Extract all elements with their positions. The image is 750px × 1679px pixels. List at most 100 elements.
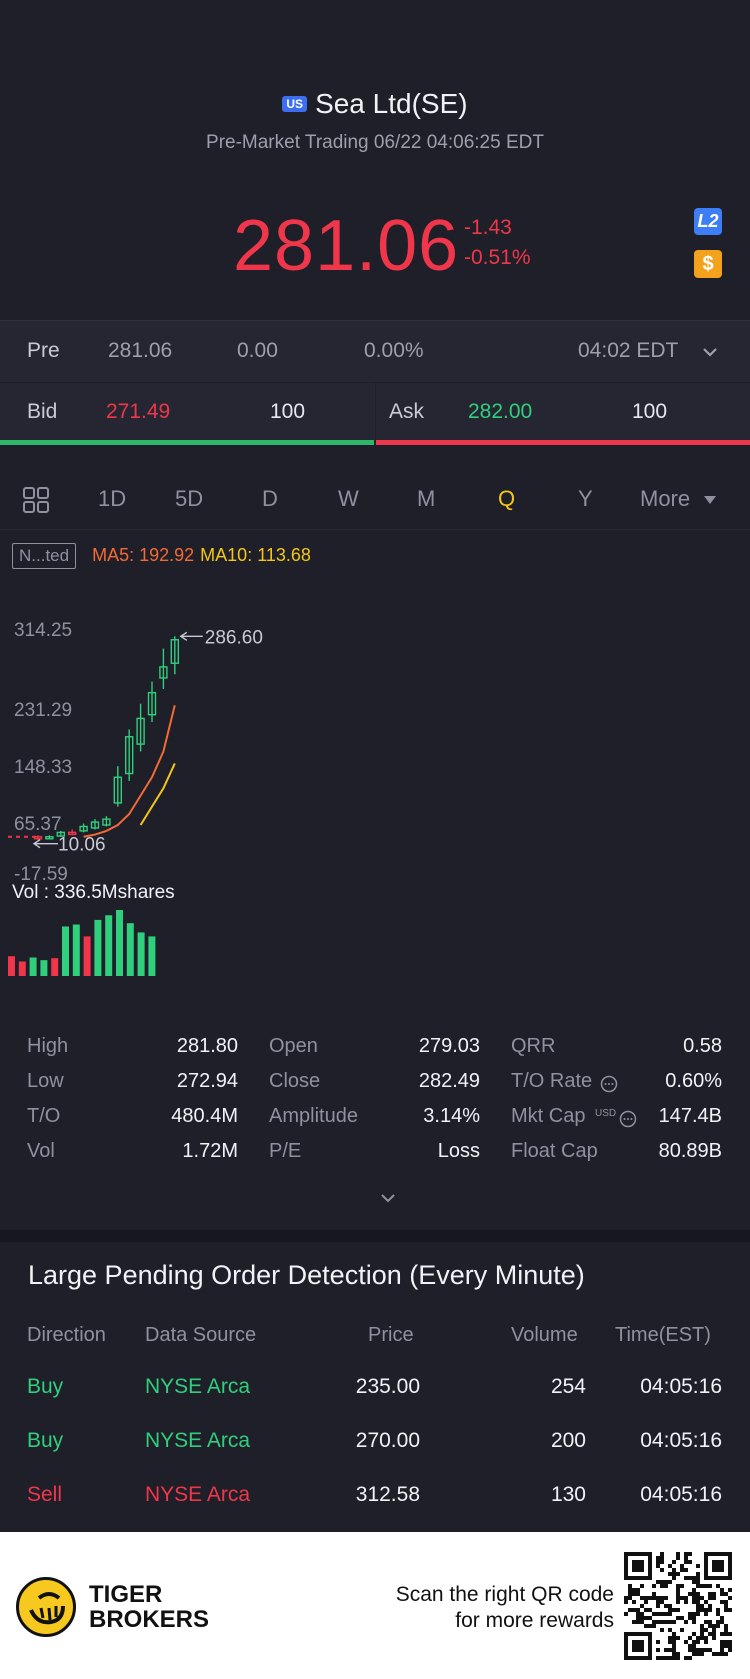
tab-q[interactable]: Q <box>498 486 516 511</box>
chevron-down-icon <box>703 348 717 357</box>
ask-label: Ask <box>389 400 425 423</box>
order-volume: 200 <box>550 1429 586 1452</box>
volume-bar <box>94 919 102 976</box>
col-time: Time(EST) <box>615 1324 711 1346</box>
market-badge: US <box>282 96 308 112</box>
stat-label: Amplitude <box>269 1105 358 1127</box>
tab-1d[interactable]: 1D <box>98 486 127 511</box>
candle-body <box>33 836 43 840</box>
tab-m[interactable]: M <box>417 486 436 511</box>
stat-label: Mkt Cap <box>511 1105 586 1127</box>
price-chart[interactable]: 314.25 231.29 148.33 65.37 -17.59 286.60 10.06… <box>0 590 750 980</box>
tab-y[interactable]: Y <box>578 486 593 511</box>
qr-code-icon[interactable] <box>624 1552 732 1660</box>
y-tick-label: 148.33 <box>14 757 72 778</box>
price-change: -1.43 <box>464 216 512 239</box>
order-price: 270.00 <box>355 1429 420 1452</box>
stat-label: Low <box>27 1070 64 1092</box>
info-icon[interactable] <box>619 1110 637 1128</box>
promo-line-1: Scan the right QR code <box>395 1583 614 1606</box>
stock-title: US Sea Ltd(SE) <box>0 88 750 120</box>
stat-label: Open <box>269 1035 318 1057</box>
stat-label: QRR <box>511 1035 556 1057</box>
candle-body <box>67 831 77 836</box>
order-volume: 254 <box>550 1375 586 1398</box>
tab-d[interactable]: D <box>262 486 278 511</box>
stat-label: Close <box>269 1070 321 1092</box>
stat-value: 1.72M <box>182 1140 238 1162</box>
stat-value: 281.80 <box>176 1035 238 1057</box>
candle-body <box>79 825 88 832</box>
volume-bar <box>72 924 80 976</box>
ma5-value: MA5: 192.92 <box>92 545 195 565</box>
stat-label: T/O <box>27 1105 61 1127</box>
indicator-row: N...ted MA5: 192.92 MA10: 113.68 <box>12 543 311 569</box>
ask-size: 100 <box>632 400 668 423</box>
order-data-source: NYSE Arca <box>145 1429 251 1452</box>
order-price: 312.58 <box>355 1483 420 1506</box>
large-order-section: Large Pending Order Detection (Every Min… <box>0 1242 750 1532</box>
stat-value: 0.58 <box>683 1035 722 1057</box>
order-price: 235.00 <box>355 1375 420 1398</box>
y-tick-label: 65.37 <box>14 814 62 835</box>
high-marker-arrow <box>179 631 188 641</box>
price-change-percent: -0.51% <box>464 246 531 269</box>
quote-header: US Sea Ltd(SE) Pre-Market Trading 06/22 0… <box>0 0 750 318</box>
pre-market-row[interactable]: Pre 281.06 0.00 0.00% 04:02 EDT <box>0 320 750 382</box>
indicator-chip[interactable]: N...ted <box>12 543 77 569</box>
dollar-icon[interactable]: $ <box>694 250 722 278</box>
ma10-value: MA10: 113.68 <box>200 545 311 565</box>
high-label: 286.60 <box>205 627 263 648</box>
volume-bar <box>51 958 59 976</box>
ask-strength-bar <box>376 440 750 445</box>
candle-body <box>124 736 134 775</box>
stat-value: 80.89B <box>658 1140 722 1162</box>
period-tabs: 1D 5D D W M Q Y More <box>0 466 750 530</box>
volume-bar <box>29 957 37 976</box>
tab-5d[interactable]: 5D <box>175 486 204 511</box>
bid-price: 271.49 <box>106 400 171 423</box>
stat-value: 282.49 <box>418 1070 480 1092</box>
bid-strength-bar <box>0 440 374 445</box>
section-title: Large Pending Order Detection (Every Min… <box>28 1260 585 1290</box>
caret-down-icon <box>704 496 716 504</box>
stat-label: High <box>27 1035 69 1057</box>
stat-value: Loss <box>437 1140 480 1162</box>
stat-value: 147.4B <box>658 1105 722 1127</box>
pre-change-percent: 0.00% <box>364 339 424 362</box>
layout-grid-icon[interactable] <box>22 486 50 514</box>
ma5-line <box>83 704 176 838</box>
last-price: 281.06 <box>233 206 460 286</box>
stat-label: Vol <box>27 1140 55 1162</box>
stat-label: Float Cap <box>511 1140 598 1162</box>
bid-size: 100 <box>270 400 306 423</box>
volume-bar <box>126 923 134 976</box>
candle-body <box>90 821 100 829</box>
candle-body <box>113 776 123 804</box>
col-volume: Volume <box>511 1324 578 1346</box>
pre-time: 04:02 EDT <box>578 339 679 362</box>
stat-value: 272.94 <box>176 1070 238 1092</box>
volume-bar <box>116 910 123 976</box>
bid-ask-divider <box>375 383 376 440</box>
volume-bar <box>18 961 26 976</box>
low-marker-arrow <box>32 839 41 849</box>
level2-icon[interactable]: L2 <box>694 208 722 235</box>
y-tick-label: 314.25 <box>14 620 72 641</box>
pre-change: 0.00 <box>237 339 278 362</box>
ask-price: 282.00 <box>468 400 533 423</box>
promo-footer: TIGER BROKERS Scan the right QR code for… <box>0 1532 750 1679</box>
info-icon[interactable] <box>600 1075 618 1093</box>
brand-name: TIGER BROKERS <box>89 1582 209 1632</box>
order-time: 04:05:16 <box>640 1375 722 1398</box>
brand-line-2: BROKERS <box>89 1606 210 1633</box>
order-time: 04:05:16 <box>640 1483 722 1506</box>
candle-body <box>56 831 65 837</box>
col-data-source: Data Source <box>145 1324 257 1346</box>
stat-value: 0.60% <box>665 1070 722 1092</box>
tab-w[interactable]: W <box>338 486 359 511</box>
tiger-logo-icon <box>16 1577 76 1637</box>
expand-chevron-icon[interactable] <box>380 1190 396 1206</box>
candle-body <box>45 836 54 840</box>
tab-more[interactable]: More <box>640 486 691 511</box>
